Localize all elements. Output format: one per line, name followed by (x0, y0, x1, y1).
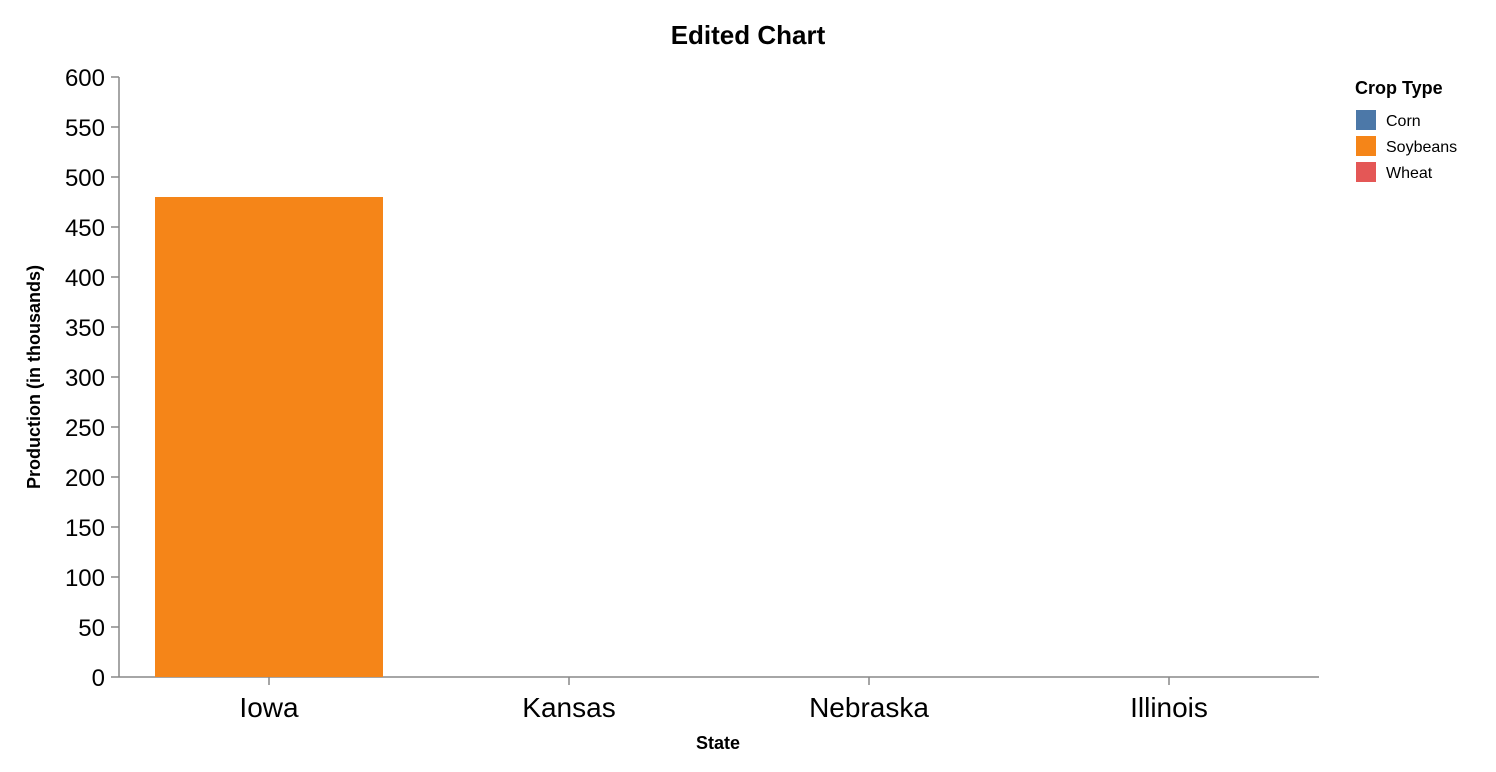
y-tick-label: 550 (65, 115, 105, 142)
legend-label: Wheat (1386, 165, 1433, 182)
y-tick-label: 50 (78, 615, 105, 642)
y-tick-label: 0 (92, 665, 105, 692)
x-tick-label: Kansas (522, 692, 615, 723)
legend-swatch (1356, 136, 1376, 156)
legend-swatch (1356, 110, 1376, 130)
legend-title: Crop Type (1355, 78, 1443, 98)
legend: Crop Type Corn Soybeans Wheat (1355, 78, 1457, 182)
y-tick-label: 100 (65, 565, 105, 592)
y-tick-label: 450 (65, 215, 105, 242)
legend-label: Soybeans (1386, 139, 1457, 156)
y-tick-label: 400 (65, 265, 105, 292)
x-tick-label: Illinois (1130, 692, 1208, 723)
y-axis-title: Production (in thousands) (24, 265, 44, 489)
y-tick-label: 200 (65, 465, 105, 492)
x-tick-label: Iowa (239, 692, 299, 723)
x-tick-label: Nebraska (809, 692, 929, 723)
y-tick-label: 500 (65, 165, 105, 192)
y-axis: 0 50 100 150 200 250 300 350 400 450 500 550 600 (65, 65, 120, 692)
y-tick-label: 300 (65, 365, 105, 392)
y-tick-label: 250 (65, 415, 105, 442)
legend-swatch (1356, 162, 1376, 182)
y-tick-label: 150 (65, 515, 105, 542)
y-tick-label: 350 (65, 315, 105, 342)
legend-label: Corn (1386, 113, 1421, 130)
x-axis-title: State (696, 733, 740, 753)
chart-title: Edited Chart (671, 20, 826, 50)
bars (155, 197, 383, 677)
y-tick-label: 600 (65, 65, 105, 92)
x-axis: Iowa Kansas Nebraska Illinois (119, 676, 1319, 723)
bar-soybeans-iowa (155, 197, 383, 677)
